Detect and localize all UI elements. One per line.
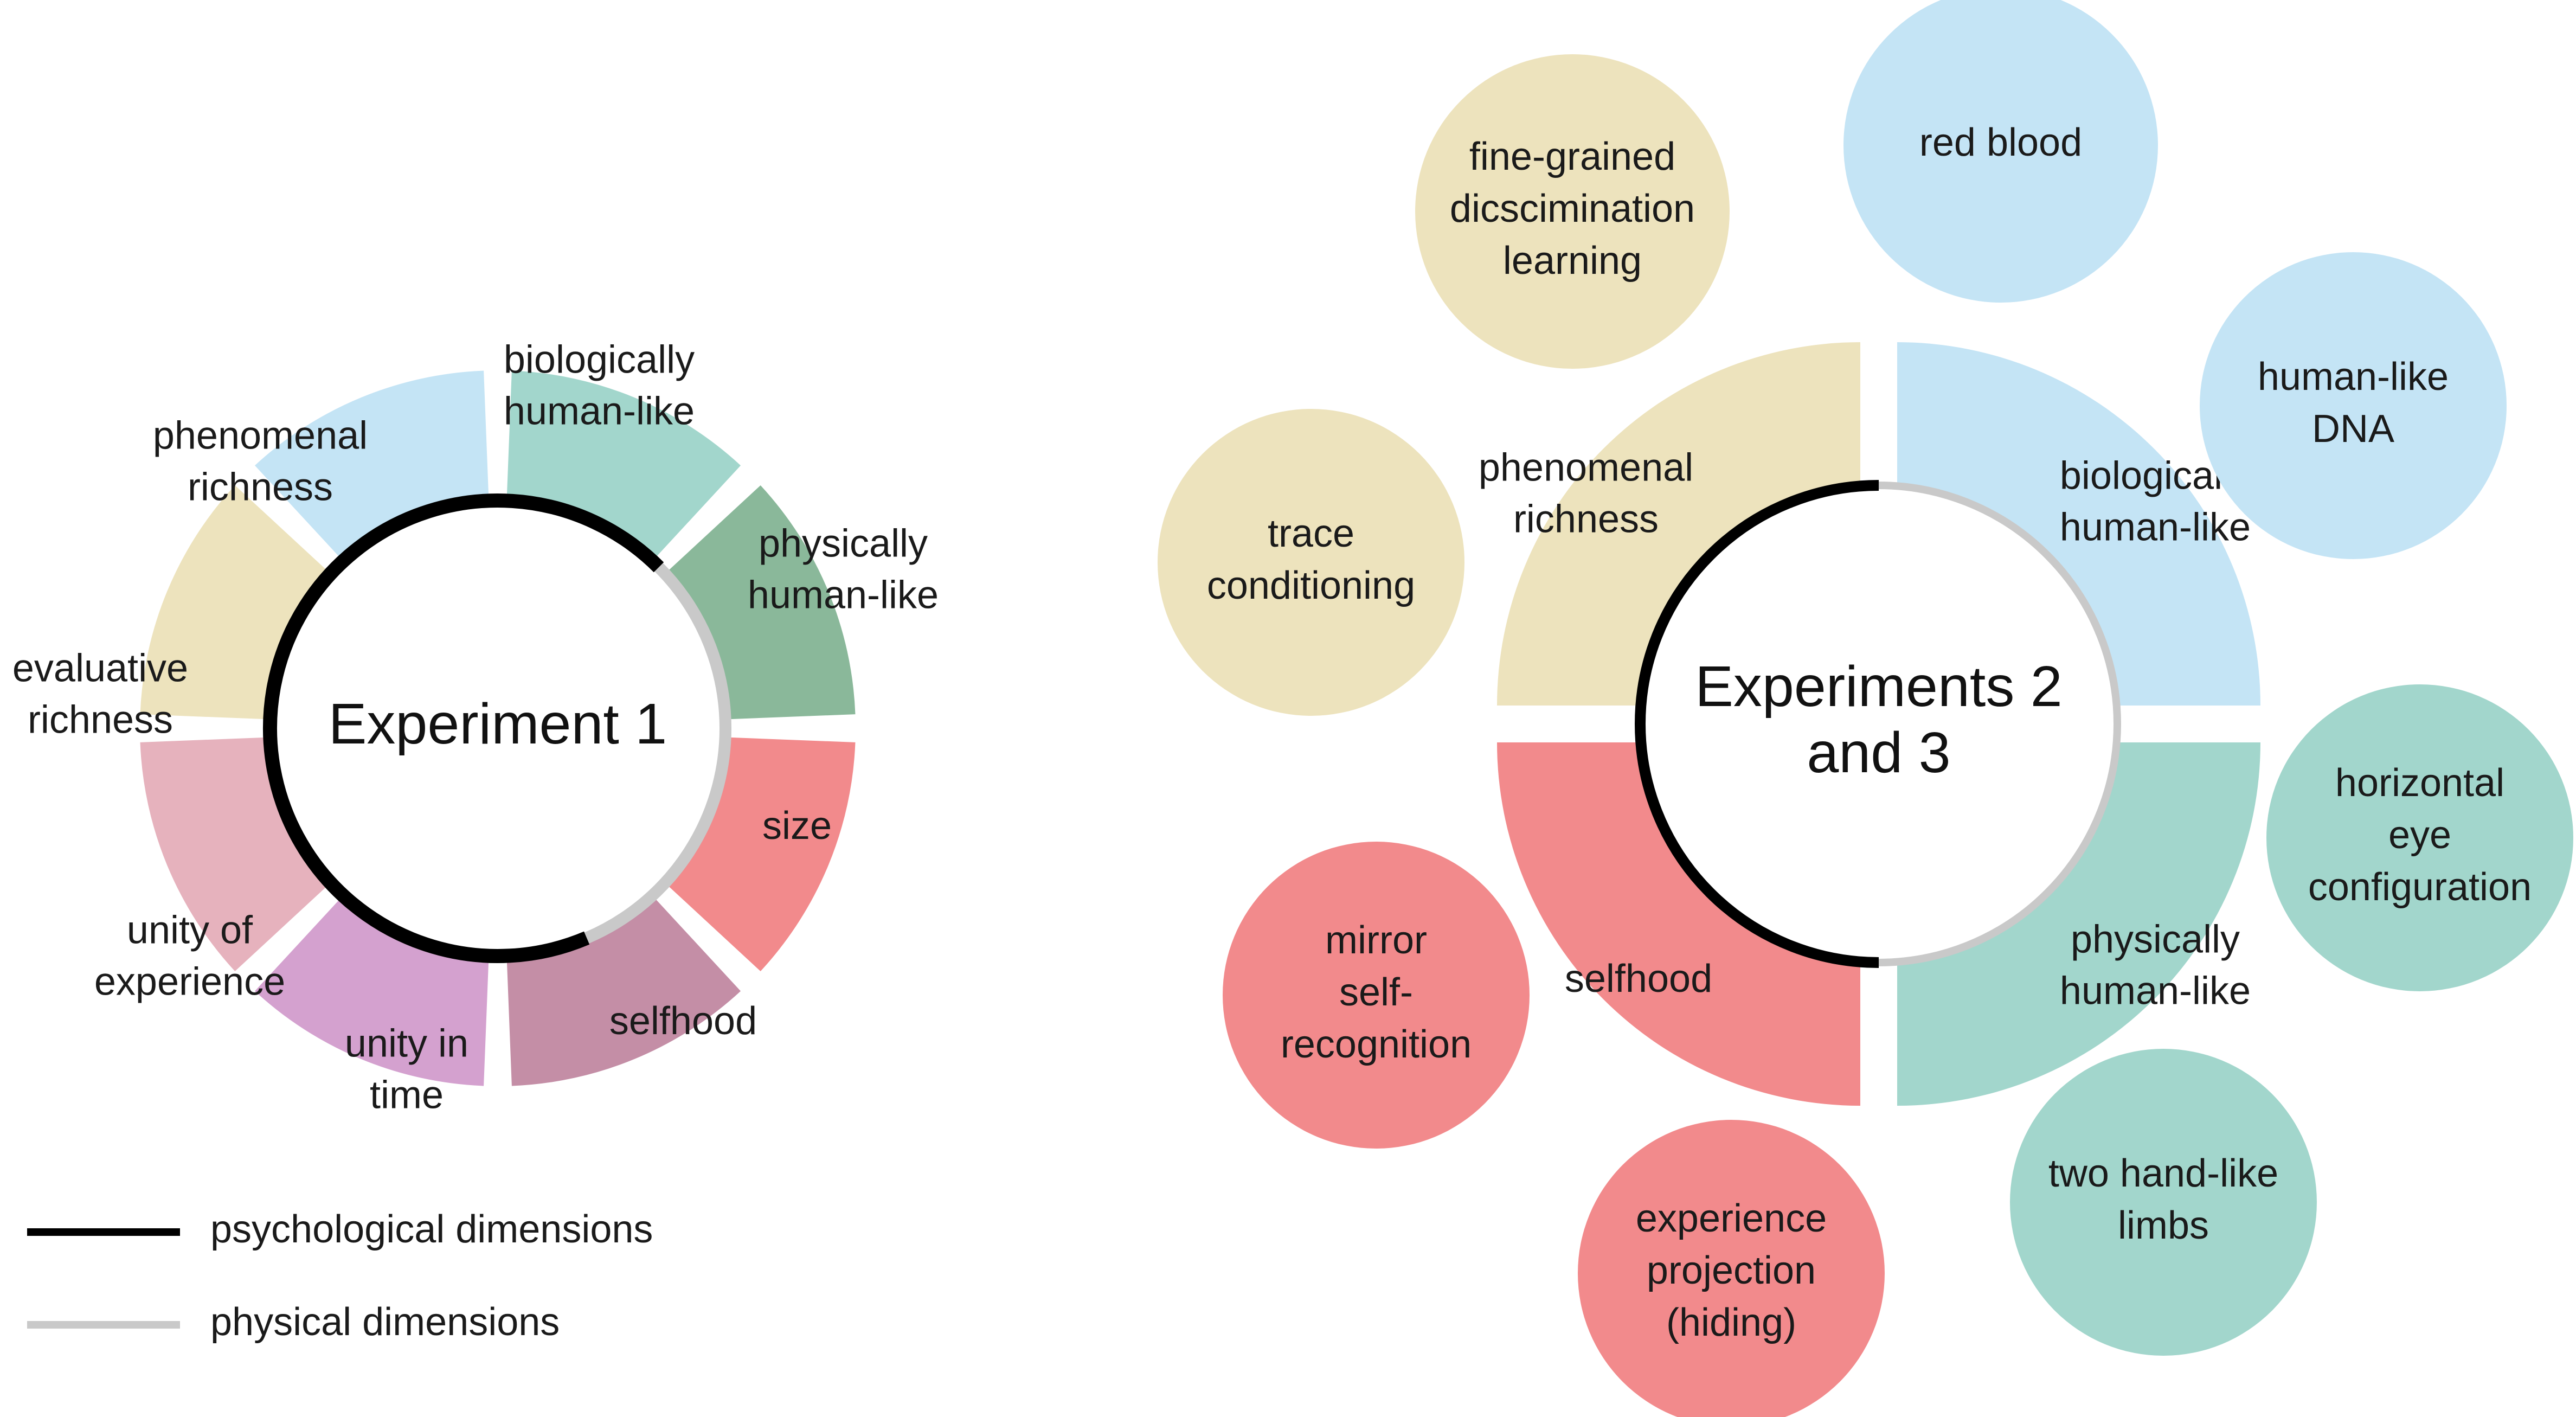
bubble-label-horizontal-eye-configuration-line: horizontal [2335, 761, 2504, 805]
bubble-label-red-blood-line: red blood [1919, 121, 2082, 164]
bubble-label-human-like-dna-line: DNA [2312, 407, 2394, 451]
exp1-label-phenomenal-richness-line: phenomenal [153, 414, 368, 458]
exp1-label-biologically-human-like-line: biologically [504, 338, 695, 382]
exp23-title: Experiments 2 and 3 [1695, 655, 2063, 785]
bubble-label-red-blood: red blood [1919, 121, 2082, 164]
exp23-label-phenomenal-richness: phenomenal richness [1479, 446, 1693, 541]
bubble-label-experience-projection-hiding-line: experience [1636, 1197, 1827, 1240]
exp23-label-physically-human-like-line: physically [2071, 918, 2240, 961]
exp23-center-circle [1640, 485, 2117, 963]
bubble-label-experience-projection-hiding: experience projection (hiding) [1636, 1197, 1827, 1344]
bubble-horizontal-eye-configuration [2266, 684, 2573, 991]
bubble-label-two-hand-like-limbs: two hand-like limbs [2048, 1152, 2278, 1247]
exp1-label-physically-human-like-line: human-like [748, 574, 939, 617]
bubble-label-fine-grained-discrimination-learning-line: fine-grained [1469, 135, 1675, 178]
bubble-human-like-dna [2200, 252, 2507, 559]
exp23-label-phenomenal-richness-line: richness [1513, 498, 1659, 541]
bubble-label-trace-conditioning: trace conditioning [1207, 512, 1415, 607]
bubble-label-horizontal-eye-configuration: horizontal eye configuration [2308, 761, 2532, 909]
exp23-title-line: and 3 [1807, 721, 1950, 785]
exp1-label-unity-in-time: unity in time [345, 1022, 468, 1117]
bubble-label-experience-projection-hiding-line: (hiding) [1666, 1301, 1796, 1344]
bubble-label-experience-projection-hiding-line: projection [1647, 1249, 1816, 1292]
bubble-label-horizontal-eye-configuration-line: eye [2388, 813, 2451, 857]
exp23-label-phenomenal-richness-line: phenomenal [1479, 446, 1693, 490]
exp23-label-selfhood: selfhood [1565, 957, 1712, 1001]
exp1-label-phenomenal-richness: phenomenal richness [153, 414, 368, 509]
exp1-psychological-arc [263, 493, 664, 963]
experiment-1-ring: phenomenal richness biologically human-like… [12, 338, 939, 1117]
bubble-label-trace-conditioning-line: conditioning [1207, 564, 1415, 607]
exp1-label-unity-in-time-line: unity in [345, 1022, 468, 1066]
exp23-label-selfhood-line: selfhood [1565, 957, 1712, 1001]
exp1-label-size: size [762, 804, 832, 848]
exp1-segment-biologically-human-like [254, 370, 489, 561]
bubble-label-fine-grained-discrimination-learning-line: dicscimination [1450, 187, 1695, 230]
exp1-label-biologically-human-like: biologically human-like [504, 338, 695, 433]
bubble-label-human-like-dna: human-like DNA [2258, 355, 2449, 451]
bubble-trace-conditioning [1158, 409, 1464, 716]
bubble-label-mirror-self-recognition-line: self- [1339, 971, 1413, 1014]
bubble-label-two-hand-like-limbs-line: two hand-like [2048, 1152, 2278, 1195]
bubble-label-human-like-dna-line: human-like [2258, 355, 2449, 399]
exp23-title-line: Experiments 2 [1695, 655, 2063, 719]
exp23-physical-arc [1878, 482, 2121, 966]
bubble-fine-grained-discrimination-learning [1415, 54, 1730, 369]
bubble-label-mirror-self-recognition-line: recognition [1281, 1023, 1472, 1066]
exp1-title: Experiment 1 [329, 692, 667, 756]
exp1-label-size-line: size [762, 804, 832, 848]
bubble-label-horizontal-eye-configuration-line: configuration [2308, 865, 2532, 909]
exp1-label-selfhood-line: selfhood [609, 999, 757, 1043]
exp1-segment-phenomenal-richness [140, 485, 331, 720]
exp1-label-biologically-human-like-line: human-like [504, 390, 695, 433]
exp1-segment-size [665, 485, 856, 720]
exp1-label-evaluative-richness-line: richness [28, 698, 173, 742]
exp23-label-physically-human-like: physically human-like [2060, 918, 2251, 1013]
bubble-label-fine-grained-discrimination-learning: fine-grained dicscimination learning [1450, 135, 1695, 283]
exp1-segment-physically-human-like [506, 370, 741, 561]
bubble-mirror-self-recognition [1223, 842, 1530, 1149]
bubble-label-fine-grained-discrimination-learning-line: learning [1503, 239, 1642, 283]
exp1-label-physically-human-like-line: physically [759, 522, 928, 566]
exp1-segment-unity-of-experience [254, 895, 489, 1086]
bubble-experience-projection-hiding [1578, 1120, 1885, 1417]
exp23-label-physically-human-like-line: human-like [2060, 970, 2251, 1013]
exp1-label-physically-human-like: physically human-like [748, 522, 939, 617]
exp1-segment-unity-in-time [506, 895, 741, 1086]
legend: psychological dimensions physical dimensi… [27, 1208, 653, 1344]
legend-label-physical: physical dimensions [210, 1300, 560, 1344]
legend-label-psychological: psychological dimensions [210, 1208, 653, 1251]
exp1-label-phenomenal-richness-line: richness [188, 466, 333, 509]
exp1-segment-evaluative-richness [140, 737, 331, 972]
exp23-psychological-arc [1635, 480, 1879, 968]
exp1-center-circle [270, 501, 725, 956]
exp1-label-unity-of-experience-line: unity of [127, 909, 253, 952]
exp1-label-selfhood: selfhood [609, 999, 757, 1043]
bubble-label-mirror-self-recognition-line: mirror [1325, 919, 1427, 962]
exp1-label-evaluative-richness-line: evaluative [12, 647, 188, 690]
bubble-label-mirror-self-recognition: mirror self-recognition [1281, 919, 1472, 1066]
exp1-label-evaluative-richness: evaluative richness [12, 647, 188, 742]
exp1-label-unity-of-experience: unity of experience [94, 909, 285, 1004]
exp23-label-biologically-human-like-line: human-like [2060, 506, 2251, 549]
bubble-label-two-hand-like-limbs-line: limbs [2118, 1204, 2209, 1247]
bubble-red-blood [1843, 0, 2158, 303]
exp1-physical-arc [584, 563, 731, 944]
bubble-two-hand-like-limbs [2010, 1049, 2317, 1356]
exp1-label-unity-in-time-line: time [370, 1074, 444, 1117]
exp1-segment-selfhood [665, 737, 856, 972]
exp1-label-unity-of-experience-line: experience [94, 960, 285, 1004]
bubble-label-trace-conditioning-line: trace [1268, 512, 1354, 555]
